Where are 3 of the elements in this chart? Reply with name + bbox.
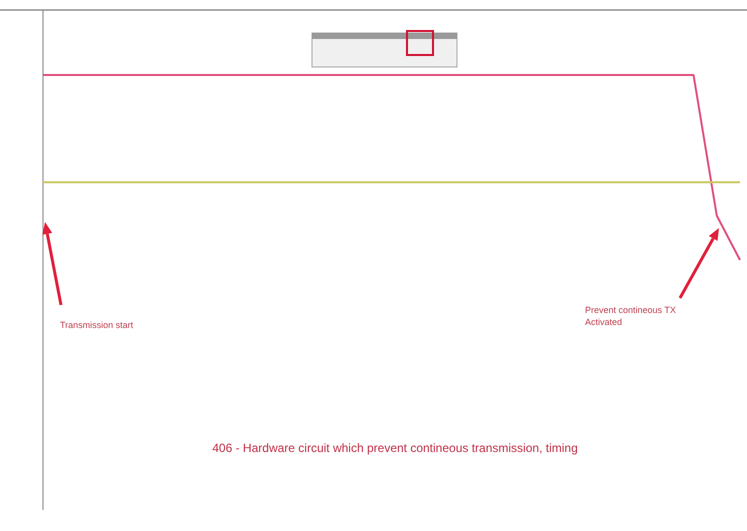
text: 406 - Hardware circuit which prevent contineous transmission, timing bbox=[212, 441, 578, 455]
text: Transmission start bbox=[60, 320, 134, 330]
text: Prevent contineous TX Activated bbox=[585, 305, 676, 327]
